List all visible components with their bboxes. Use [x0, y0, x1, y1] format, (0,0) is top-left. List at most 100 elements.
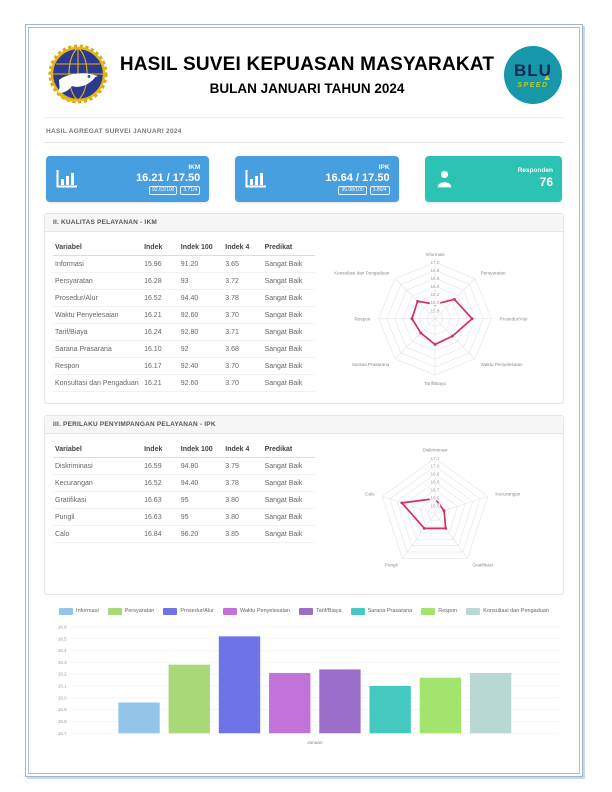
table-cell: 3.71 — [223, 323, 263, 341]
radar-tick-label: 16.0 — [430, 300, 439, 305]
bar[interactable] — [319, 669, 361, 733]
table-row: Tarif/Biaya 16.24 92.80 3.71 Sangat Baik — [53, 323, 315, 341]
radar-tick-label: 17.0 — [430, 464, 439, 469]
radar-point — [470, 317, 474, 321]
table-cell: 91.20 — [178, 255, 224, 273]
table-cell: 3.78 — [223, 289, 263, 307]
table-cell: 92.40 — [178, 357, 224, 375]
table-cell: Sangat Baik — [262, 508, 315, 527]
table-cell: Konsultasi dan Pengaduan — [53, 374, 143, 392]
card-value: 16.64 / 17.50 — [325, 171, 390, 184]
table-cell: 16.84 — [142, 525, 179, 544]
y-tick-label: 16.5 — [58, 636, 67, 641]
stat-cards: IKM 16.21 / 17.50 92.63/100 3.71/4 IPK — [46, 156, 563, 202]
radar-point — [433, 343, 437, 346]
table-header-row: Variabel Indek Indek 100 Indek 4 Predikat — [53, 442, 315, 459]
table-cell: 3.80 — [223, 508, 263, 527]
y-tick-label: 15.9 — [58, 707, 67, 712]
legend-item[interactable]: Sarana Prasarana — [350, 607, 412, 615]
radar-point — [410, 317, 414, 321]
legend-label: Waktu Penyelesaian — [239, 608, 290, 615]
table-cell: 16.24 — [142, 323, 179, 341]
table-cell: 16.63 — [142, 491, 179, 510]
section-ikm-title: II. KUALITAS PELAYANAN - IKM — [45, 214, 563, 232]
radar-point — [433, 302, 437, 306]
table-cell: Pungli — [53, 508, 143, 527]
blu-logo-text: BLU — [514, 60, 552, 80]
column-header: Indek 4 — [223, 240, 263, 256]
legend-item[interactable]: Prosedur/Alur — [163, 607, 214, 615]
legend-item[interactable]: Waktu Penyelesaian — [222, 607, 290, 615]
bar[interactable] — [168, 664, 210, 733]
legend-item[interactable]: Tarif/Biaya — [298, 607, 342, 615]
legend-item[interactable]: Informasi — [59, 607, 99, 615]
table-cell: 3.70 — [223, 374, 263, 392]
legend-swatch — [350, 607, 365, 615]
radar-series-line — [400, 498, 447, 530]
radar-axis-label: Respon — [355, 316, 371, 321]
page-title: HASIL SUVEI KEPUASAN MASYARAKAT — [119, 54, 495, 75]
table-cell: 3.65 — [223, 255, 263, 273]
table-cell: 16.10 — [142, 340, 179, 358]
blu-logo-accent — [544, 74, 550, 80]
ipk-radar-chart: 17.1 17.0 16.9 16.8 16.7 16.6 16.5 Diskriminasi… — [315, 436, 555, 587]
table-row: Waktu Penyelesaian 16.21 92.60 3.70 Sangat B… — [53, 306, 315, 324]
table-cell: Sangat Baik — [262, 374, 315, 392]
table-cell: Sangat Baik — [262, 255, 315, 273]
ikm-table: Variabel Indek Indek 100 Indek 4 Predikat Inf… — [53, 240, 315, 392]
table-cell: 16.63 — [142, 508, 179, 527]
section-ipk-body: Variabel Indek Indek 100 Indek 4 Predikat Dis… — [45, 434, 563, 593]
table-cell: 16.52 — [142, 474, 179, 493]
legend-item[interactable]: Respon — [421, 607, 457, 615]
bar[interactable] — [469, 672, 512, 733]
legend-label: Informasi — [76, 608, 99, 615]
person-icon — [434, 169, 455, 190]
section-ipk-title: III. PERILAKU PENYIMPANGAN PELAYANAN - I… — [45, 416, 563, 435]
table-row: Diskriminasi 16.59 94.80 3.79 Sangat Baik — [53, 457, 315, 476]
radar-point — [442, 509, 446, 513]
radar-axis-label: Kecurangan — [495, 492, 520, 497]
table-cell: Sarana Prasarana — [53, 340, 143, 358]
legend-item[interactable]: Persyaratan — [107, 607, 154, 615]
radar-point — [450, 334, 454, 338]
bar[interactable] — [419, 677, 462, 733]
metric-badge: 3.71/4 — [180, 185, 201, 195]
y-tick-label: 15.7 — [58, 730, 67, 735]
bar[interactable] — [269, 672, 311, 733]
ipk-card: IPK 16.64 / 17.50 95.08/100 3.80/4 — [235, 156, 399, 202]
bar[interactable] — [218, 635, 261, 733]
y-tick-label: 16.2 — [58, 671, 67, 676]
monthly-bar-chart-panel: Informasi Persyaratan Prosedur/Alur Waktu P… — [44, 607, 564, 751]
column-header: Indek 4 — [223, 442, 263, 459]
table-cell: 16.21 — [142, 374, 179, 392]
radar-tick-label: 16.6 — [430, 276, 439, 281]
table-cell: 92.60 — [178, 306, 224, 324]
legend-swatch — [59, 607, 74, 615]
legend-label: Tarif/Biaya — [315, 608, 342, 615]
table-row: Calo 16.84 96.20 3.85 Sangat Baik — [53, 525, 315, 544]
legend-swatch — [163, 607, 178, 615]
radar-tick-label: 17.0 — [430, 260, 439, 265]
metric-badge: 95.08/100 — [338, 185, 367, 195]
blu-speed-logo: BLU SPEED — [504, 46, 562, 104]
radar-tick-label: 17.1 — [430, 456, 439, 461]
table-cell: 92.60 — [178, 374, 224, 392]
table-cell: 3.68 — [223, 340, 263, 358]
column-header: Indek 100 — [178, 240, 224, 256]
card-label: IPK — [378, 163, 390, 171]
table-cell: 3.72 — [223, 272, 263, 290]
legend-swatch — [298, 607, 313, 615]
table-cell: Waktu Penyelesaian — [53, 306, 143, 324]
legend-swatch — [421, 607, 436, 615]
section-ikm-body: Variabel Indek Indek 100 Indek 4 Predikat Inf… — [45, 232, 563, 403]
legend-swatch — [107, 607, 122, 615]
legend-item[interactable]: Konsultasi dan Pengaduan — [466, 607, 549, 615]
column-header: Indek — [142, 240, 179, 256]
table-cell: Sangat Baik — [262, 357, 315, 375]
table-cell: Prosedur/Alur — [53, 289, 143, 307]
bar[interactable] — [118, 702, 160, 733]
radar-axis-label: Prosedur/Alur — [500, 316, 529, 321]
bar[interactable] — [369, 685, 411, 733]
table-cell: 94.80 — [178, 457, 224, 476]
table-cell: Sangat Baik — [262, 457, 315, 476]
